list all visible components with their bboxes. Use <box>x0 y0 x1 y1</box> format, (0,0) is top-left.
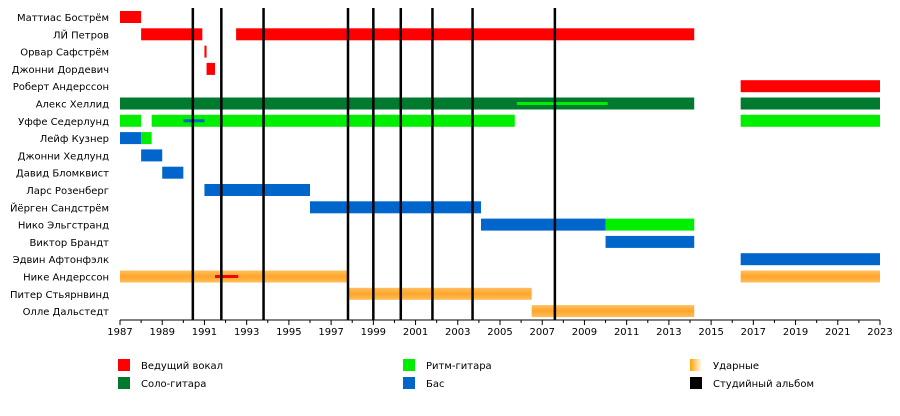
membership-bar-bass <box>162 166 184 179</box>
legend-swatch-album <box>690 377 702 389</box>
secondary-role-bar-vocal <box>215 275 239 278</box>
membership-bar-drums <box>348 287 532 300</box>
x-tick-label: 1991 <box>192 327 217 338</box>
membership-bar-bass <box>310 201 481 214</box>
legend-swatch-rhythm <box>403 359 415 371</box>
x-tick-label: 2005 <box>487 327 512 338</box>
x-tick-label: 2021 <box>825 327 850 338</box>
membership-bar-rhythm <box>605 218 695 231</box>
legend-swatch-bass <box>403 377 415 389</box>
membership-bar-vocal <box>740 80 880 93</box>
membership-bar-bass <box>481 218 606 231</box>
member-name: Питер Стьярнвинд <box>10 290 109 301</box>
x-tick-label: 2001 <box>403 327 428 338</box>
membership-bar-vocal <box>236 28 695 41</box>
x-tick-label: 2017 <box>741 327 766 338</box>
legend-label-drums: Ударные <box>713 361 759 372</box>
member-name: Алекс Хеллид <box>36 100 109 111</box>
member-name: Нико Эльгстранд <box>18 221 109 232</box>
membership-bar-bass <box>141 149 163 162</box>
membership-bar-bass <box>605 235 695 248</box>
legend-swatch-drums <box>690 359 702 371</box>
x-tick-label: 2023 <box>867 327 892 338</box>
membership-bar-rhythm <box>151 114 515 127</box>
member-name: Йёрген Сандстрём <box>10 201 109 214</box>
member-name: Олле Дальстедт <box>23 307 110 318</box>
legend-label-lead: Соло-гитара <box>141 379 206 390</box>
member-name: Роберт Андерссон <box>13 82 109 93</box>
legend-swatch-lead <box>118 377 130 389</box>
x-tick-label: 2019 <box>783 327 808 338</box>
membership-bar-bass <box>740 253 880 266</box>
membership-bar-vocal <box>206 62 215 75</box>
legend-label-vocal: Ведущий вокал <box>141 361 223 372</box>
x-tick-label: 2003 <box>445 327 470 338</box>
member-name: Орвар Сафстрём <box>20 48 109 59</box>
membership-bar-lead <box>740 97 880 110</box>
member-name: ЛЙ Петров <box>53 28 109 41</box>
secondary-role-bar-rhythm <box>516 102 608 105</box>
x-tick-label: 2007 <box>529 327 554 338</box>
x-tick-label: 1987 <box>107 327 132 338</box>
legend-label-rhythm: Ритм-гитара <box>426 361 492 372</box>
membership-bar-vocal <box>120 11 142 23</box>
member-name: Виктор Брандт <box>30 238 110 249</box>
membership-bar-bass <box>204 184 310 196</box>
x-tick-label: 1997 <box>318 327 343 338</box>
membership-bar-drums <box>740 270 880 283</box>
legend-label-bass: Бас <box>426 379 445 390</box>
x-tick-label: 2015 <box>698 327 723 338</box>
membership-bar-vocal <box>204 45 207 58</box>
member-name: Уффе Седерлунд <box>18 117 109 128</box>
membership-bar-rhythm <box>141 132 152 145</box>
member-name: Джонни Хедлунд <box>18 151 109 162</box>
x-tick-label: 1989 <box>149 327 174 338</box>
member-name: Джонни Дордевич <box>12 65 109 76</box>
x-tick-label: 1993 <box>234 327 259 338</box>
legend-label-album: Студийный альбом <box>713 379 814 390</box>
membership-bar-drums <box>531 305 695 318</box>
member-name: Лейф Кузнер <box>40 134 109 145</box>
x-tick-label: 2013 <box>656 327 681 338</box>
membership-bar-lead <box>120 97 695 110</box>
member-name: Ларс Розенберг <box>26 186 109 197</box>
member-name: Эдвин Афтонфэлк <box>13 255 109 266</box>
member-name: Маттиас Бострём <box>17 13 109 24</box>
member-name: Давид Бломквист <box>16 169 109 180</box>
x-tick-label: 1995 <box>276 327 301 338</box>
membership-bar-rhythm <box>120 114 142 127</box>
membership-bar-rhythm <box>740 114 880 127</box>
x-tick-label: 2011 <box>614 327 639 338</box>
legend-swatch-vocal <box>118 359 130 371</box>
membership-bar-bass <box>120 132 142 145</box>
membership-bar-vocal <box>141 28 203 41</box>
x-tick-label: 1999 <box>361 327 386 338</box>
member-name: Нике Андерссон <box>23 273 109 284</box>
x-tick-label: 2009 <box>572 327 597 338</box>
